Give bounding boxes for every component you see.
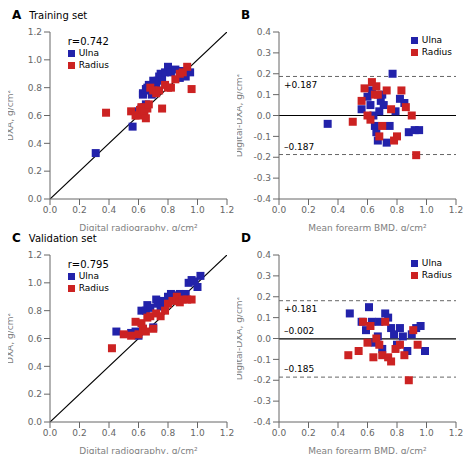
svg-text:1.0: 1.0: [28, 55, 43, 65]
svg-text:0.3: 0.3: [257, 48, 271, 58]
html-text:r=0.795: r=0.795: [67, 259, 109, 270]
svg-text:0.2: 0.2: [301, 428, 315, 438]
svg-text:0.0: 0.0: [257, 334, 272, 344]
html-text:Ulna: Ulna: [421, 258, 443, 268]
svg-text:1.0: 1.0: [419, 428, 434, 438]
svg-text:0.4: 0.4: [257, 27, 272, 37]
svg-text:0.3: 0.3: [257, 271, 271, 281]
svg-text:DXA, g/cm²: DXA, g/cm²: [8, 90, 15, 141]
svg-text:0.2: 0.2: [28, 166, 42, 176]
svg-text:0.6: 0.6: [131, 428, 146, 438]
svg-text:0.0: 0.0: [272, 205, 287, 215]
html-text:Ulna: Ulna: [78, 48, 99, 58]
html-text:B: B: [241, 8, 251, 22]
svg-text:0.2: 0.2: [257, 292, 271, 302]
svg-text:0.2: 0.2: [28, 389, 42, 399]
html-text:C: C: [12, 231, 21, 245]
svg-text:0.4: 0.4: [102, 428, 117, 438]
svg-text:0.6: 0.6: [360, 205, 375, 215]
svg-text:1.0: 1.0: [190, 205, 205, 215]
svg-text:0.0: 0.0: [28, 417, 43, 427]
html-text:A: A: [12, 8, 22, 22]
svg-text:-0.1: -0.1: [253, 355, 271, 365]
html-text:Radius: Radius: [421, 47, 452, 57]
svg-text:1.2: 1.2: [220, 428, 234, 438]
svg-text:DXA, g/cm²: DXA, g/cm²: [8, 313, 15, 364]
svg-text:-0.3: -0.3: [253, 173, 271, 183]
svg-text:1.0: 1.0: [28, 278, 43, 288]
html-text:r=0.742: r=0.742: [67, 36, 109, 47]
svg-text:-0.4: -0.4: [253, 417, 271, 427]
svg-text:1.2: 1.2: [449, 205, 463, 215]
svg-text:0.8: 0.8: [161, 205, 176, 215]
svg-text:0.1: 0.1: [257, 313, 271, 323]
svg-text:-0.2: -0.2: [253, 152, 271, 162]
svg-text:1.0: 1.0: [190, 428, 205, 438]
svg-text:0.0: 0.0: [43, 428, 58, 438]
svg-text:0.6: 0.6: [131, 205, 146, 215]
svg-text:0.2: 0.2: [72, 205, 86, 215]
svg-text:-0.1: -0.1: [253, 132, 271, 142]
svg-text:0.8: 0.8: [28, 83, 43, 93]
svg-text:1.2: 1.2: [28, 250, 42, 260]
svg-text:Digital-DXA, g/cm²: Digital-DXA, g/cm²: [237, 73, 244, 157]
svg-text:–0.187: –0.187: [284, 142, 314, 152]
svg-text:0.6: 0.6: [360, 428, 375, 438]
svg-text:-0.2: -0.2: [253, 375, 271, 385]
html-text:Ulna: Ulna: [78, 271, 99, 281]
svg-text:0.2: 0.2: [72, 428, 86, 438]
svg-text:0.4: 0.4: [331, 205, 346, 215]
svg-text:0.4: 0.4: [331, 428, 346, 438]
svg-text:0.0: 0.0: [43, 205, 58, 215]
html-text:Radius: Radius: [78, 283, 109, 293]
html-text:Ulna: Ulna: [421, 35, 443, 45]
html-text:D: D: [241, 231, 251, 245]
svg-text:0.4: 0.4: [28, 139, 43, 149]
svg-text:0.0: 0.0: [272, 428, 287, 438]
svg-text:0.4: 0.4: [28, 362, 43, 372]
svg-text:+0.187: +0.187: [284, 80, 317, 90]
svg-text:Mean forearm BMD, g/cm²: Mean forearm BMD, g/cm²: [308, 446, 427, 454]
svg-text:-0.3: -0.3: [253, 396, 271, 406]
svg-text:Digital-DXA, g/cm²: Digital-DXA, g/cm²: [237, 296, 244, 380]
svg-text:Digital radiography, g/cm²: Digital radiography, g/cm²: [79, 223, 198, 231]
svg-text:0.6: 0.6: [28, 334, 43, 344]
svg-text:-0.4: -0.4: [253, 194, 271, 204]
svg-text:0.0: 0.0: [257, 111, 272, 121]
svg-text:1.2: 1.2: [449, 428, 463, 438]
svg-text:–0.002: –0.002: [284, 326, 314, 336]
svg-text:0.0: 0.0: [28, 194, 43, 204]
svg-text:+0.181: +0.181: [284, 304, 317, 314]
svg-text:–0.185: –0.185: [284, 364, 314, 374]
svg-text:0.1: 0.1: [257, 90, 271, 100]
svg-text:0.6: 0.6: [28, 111, 43, 121]
svg-text:0.8: 0.8: [390, 205, 405, 215]
svg-text:0.2: 0.2: [257, 69, 271, 79]
html-text:Training set: Training set: [29, 10, 88, 21]
svg-text:0.8: 0.8: [28, 306, 43, 316]
html-text:Radius: Radius: [421, 270, 452, 280]
svg-text:Digital radiography, g/cm²: Digital radiography, g/cm²: [79, 446, 198, 454]
svg-text:1.2: 1.2: [220, 205, 234, 215]
svg-text:0.4: 0.4: [257, 250, 272, 260]
html-text:Radius: Radius: [78, 60, 109, 70]
svg-text:0.8: 0.8: [390, 428, 405, 438]
html-text:Validation set: Validation set: [28, 233, 97, 244]
svg-text:0.2: 0.2: [301, 205, 315, 215]
svg-text:Mean forearm BMD, g/cm²: Mean forearm BMD, g/cm²: [308, 223, 427, 231]
svg-text:0.8: 0.8: [161, 428, 176, 438]
svg-text:0.4: 0.4: [102, 205, 117, 215]
svg-text:1.0: 1.0: [419, 205, 434, 215]
svg-text:1.2: 1.2: [28, 27, 42, 37]
